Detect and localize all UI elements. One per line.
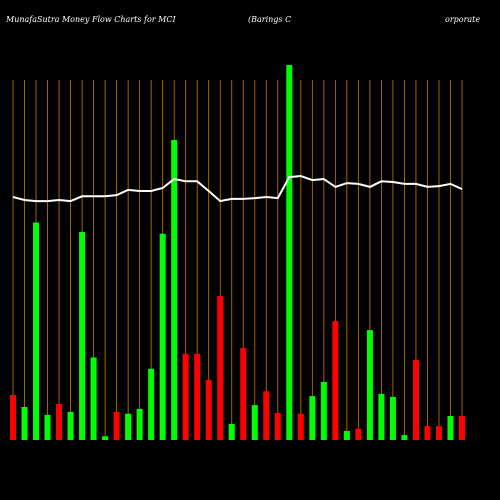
bar — [286, 65, 293, 440]
bar — [274, 413, 281, 440]
bar — [125, 413, 132, 440]
bar — [136, 408, 143, 440]
bar — [412, 360, 419, 440]
bar — [44, 414, 51, 440]
bar — [447, 416, 454, 440]
bar — [113, 411, 120, 440]
bar — [240, 348, 247, 440]
bar — [366, 330, 373, 440]
bar — [251, 405, 258, 440]
line — [12, 174, 463, 203]
bar — [435, 426, 442, 440]
bar — [148, 368, 155, 440]
bar — [79, 231, 86, 440]
chart-subtitle: (Barings C — [248, 15, 291, 24]
bar — [90, 357, 97, 440]
chart-subtitle-end: orporate — [445, 15, 480, 24]
bar — [401, 435, 408, 440]
bar — [389, 396, 396, 440]
bar — [56, 404, 63, 440]
bar — [332, 321, 339, 440]
chart-title: MunafaSutra Money Flow Charts for MCI — [5, 15, 176, 24]
bar — [205, 380, 212, 440]
bar — [10, 395, 16, 440]
bar — [320, 381, 327, 440]
bar — [424, 426, 431, 440]
bar — [33, 222, 40, 440]
bar — [194, 353, 201, 440]
bar — [67, 411, 74, 440]
bar — [297, 413, 304, 440]
bar — [355, 428, 362, 440]
bar — [182, 353, 189, 440]
bar — [159, 233, 166, 440]
bar — [309, 396, 316, 440]
bar — [343, 431, 350, 440]
bar — [217, 296, 224, 440]
bar — [378, 393, 385, 440]
bar — [171, 140, 178, 440]
bar — [21, 407, 28, 440]
bar — [459, 416, 465, 440]
bar — [228, 423, 235, 440]
bar — [263, 391, 270, 440]
bar — [102, 436, 109, 440]
